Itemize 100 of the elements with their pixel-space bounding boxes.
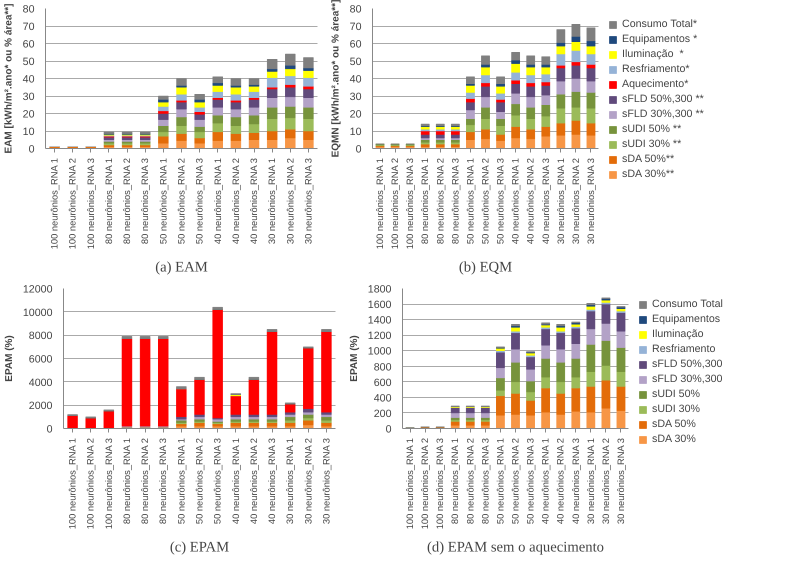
legend-label: sFLD 50%,300 [652, 358, 722, 370]
x-tick-label: 40 neurônios_RNA 3 [570, 438, 581, 524]
legend-label: sDA 50% [652, 418, 696, 430]
x-tick-label: 100 neurônios_RNA 1 [50, 158, 60, 250]
x-tick-label: 80 neurônios_RNA 2 [465, 438, 476, 524]
legend-label: sUDI 30% [652, 403, 700, 415]
x-tick-label: 50 neurônios_RNA 3 [194, 158, 205, 244]
x-tick-label: 50 neurônios_RNA 2 [510, 438, 520, 524]
y-tick-label: 8000 [28, 330, 53, 342]
y-tick-label: 12000 [22, 284, 53, 296]
y-tick-label: 60 [350, 38, 362, 50]
x-tick-label: 50 neurônios_RNA 1 [465, 158, 476, 244]
legend-label: sUDI 50% [652, 388, 700, 400]
y-tick-label: 200 [374, 408, 392, 420]
y-tick-label: 80 [350, 4, 362, 16]
x-tick-label: 50 neurônios_RNA 3 [212, 438, 223, 524]
x-tick-label: 30 neurônios_RNA 1 [285, 438, 296, 524]
x-tick-label: 100 neurônios_RNA 1 [68, 438, 78, 530]
x-tick-label: 30 neurônios_RNA 2 [600, 438, 611, 524]
x-tick-label: 80 neurônios_RNA 3 [140, 158, 150, 244]
y-tick-label: 70 [22, 21, 35, 33]
y-axis-title: EAM [kWh/m².ano* ou % área**] [4, 3, 15, 154]
y-tick-label: 10000 [22, 306, 53, 319]
y-tick-label: 20 [22, 108, 35, 120]
x-tick-label: 40 neurônios_RNA 3 [267, 438, 278, 524]
legend-label: sDA 30% [652, 433, 696, 445]
y-tick-label: 1400 [368, 314, 392, 327]
x-tick-label: 30 neurônios_RNA 1 [267, 158, 278, 244]
x-tick-label: 100 neurônios_RNA 3 [405, 158, 416, 250]
x-tick-label: 80 neurônios_RNA 1 [122, 438, 132, 524]
y-tick-label: 50 [350, 56, 362, 68]
x-tick-label: 40 neurônios_RNA 2 [230, 158, 241, 244]
x-tick-label: 80 neurônios_RNA 1 [420, 158, 430, 244]
y-tick-label: 400 [374, 392, 392, 404]
y-tick-label: 10 [350, 126, 362, 138]
x-tick-label: 50 neurônios_RNA 3 [496, 158, 506, 244]
y-tick-label: 1800 [368, 284, 392, 296]
legend-label: Aquecimento* [622, 78, 688, 90]
x-tick-label: 40 neurônios_RNA 2 [248, 438, 259, 524]
y-tick-label: 10 [22, 126, 35, 138]
x-tick-label: 80 neurônios_RNA 3 [450, 158, 460, 244]
legend-label: sFLD 50%,300 ** [622, 93, 704, 105]
y-tick-label: 30 [350, 91, 362, 103]
y-axis-title: EQMN [kWh/m².ano* ou % área**] [330, 0, 342, 158]
text: (a) EAM [155, 260, 208, 276]
x-tick-label: 50 neurônios_RNA 2 [480, 158, 490, 244]
legend-label: sFLD 30%,300 [652, 373, 722, 385]
x-tick-label: 50 neurônios_RNA 3 [526, 438, 536, 524]
legend-label: sFLD 30%,300 ** [622, 108, 704, 120]
x-tick-label: 30 neurônios_RNA 2 [570, 158, 581, 244]
x-tick-label: 40 neurônios_RNA 2 [556, 438, 566, 524]
x-tick-label: 50 neurônios_RNA 1 [158, 158, 168, 244]
legend-label: Iluminação [652, 328, 704, 340]
legend-label: Consumo Total* [622, 18, 698, 30]
legend-label: Equipamentos * [622, 33, 698, 45]
legend-label: Consumo Total [652, 298, 723, 310]
x-tick-label: 30 neurônios_RNA 1 [556, 158, 566, 244]
x-tick-label: 50 neurônios_RNA 1 [176, 438, 186, 524]
x-tick-label: 80 neurônios_RNA 1 [450, 438, 460, 524]
y-tick-label: 1000 [368, 346, 392, 358]
x-tick-label: 80 neurônios_RNA 2 [122, 158, 132, 244]
x-tick-label: 50 neurônios_RNA 1 [495, 438, 506, 524]
text: (b) EQM [458, 260, 512, 276]
text: (c) EPAM [170, 540, 230, 556]
y-tick-label: 800 [374, 361, 392, 374]
x-tick-label: 100 neurônios_RNA 1 [405, 438, 416, 530]
y-tick-label: 0 [28, 144, 35, 156]
x-tick-label: 40 neurônios_RNA 2 [526, 158, 536, 244]
y-tick-label: 80 [22, 4, 35, 16]
y-axis-title: EPAM (%) [348, 335, 360, 382]
y-tick-label: 0 [356, 144, 362, 156]
x-tick-label: 30 neurônios_RNA 2 [285, 158, 296, 244]
x-tick-label: 40 neurônios_RNA 3 [249, 158, 260, 244]
x-tick-label: 80 neurônios_RNA 2 [140, 438, 150, 524]
x-tick-label: 100 neurônios_RNA 2 [420, 438, 430, 530]
x-tick-label: 30 neurônios_RNA 2 [303, 438, 314, 524]
y-tick-label: 2000 [28, 400, 53, 412]
legend-label: sDA 30%** [622, 168, 674, 180]
x-tick-label: 40 neurônios_RNA 3 [540, 158, 551, 244]
x-tick-label: 40 neurônios_RNA 1 [540, 438, 551, 524]
x-tick-label: 100 neurônios_RNA 1 [375, 158, 386, 250]
y-tick-label: 40 [350, 74, 362, 86]
y-tick-label: 0 [46, 424, 53, 436]
x-tick-label: 100 neurônios_RNA 2 [68, 158, 78, 250]
y-tick-label: 1600 [368, 299, 392, 312]
x-tick-label: 30 neurônios_RNA 3 [303, 158, 314, 244]
legend-label: Resfriamento [652, 343, 716, 355]
x-tick-label: 100 neurônios_RNA 3 [435, 438, 446, 530]
x-tick-label: 50 neurônios_RNA 2 [176, 158, 186, 244]
y-tick-label: 600 [374, 376, 392, 389]
y-axis-title: EPAM (%) [4, 335, 15, 382]
x-tick-label: 80 neurônios_RNA 2 [435, 158, 446, 244]
y-tick-label: 20 [350, 108, 362, 120]
x-tick-label: 40 neurônios_RNA 1 [230, 438, 241, 524]
x-tick-label: 30 neurônios_RNA 3 [321, 438, 332, 524]
legend-label: Equipamentos [652, 313, 720, 325]
x-tick-label: 100 neurônios_RNA 2 [86, 438, 96, 530]
legend-label: sUDI 30% ** [622, 138, 682, 150]
x-tick-label: 100 neurônios_RNA 3 [104, 438, 114, 530]
y-tick-label: 30 [22, 91, 35, 103]
